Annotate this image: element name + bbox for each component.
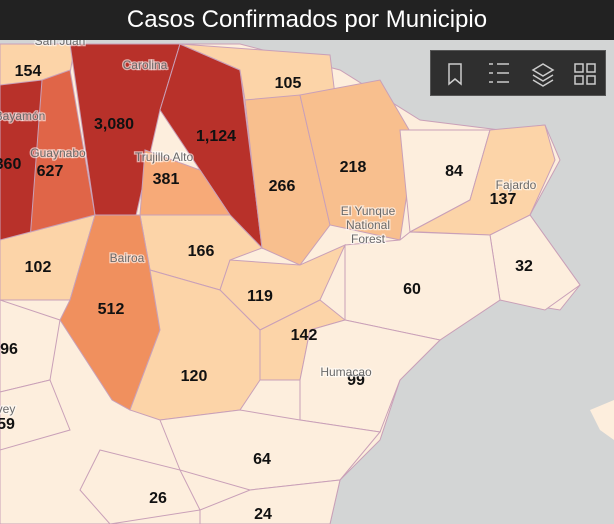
place-label: Carolina <box>123 58 168 72</box>
case-count: 512 <box>98 301 125 318</box>
case-count: 60 <box>403 281 421 298</box>
case-count: 102 <box>25 259 52 276</box>
bookmark-icon[interactable] <box>448 63 462 86</box>
place-label: Forest <box>351 232 386 246</box>
place-label: Guaynabo <box>30 146 86 160</box>
case-count: 142 <box>291 327 318 344</box>
case-count: 84 <box>445 163 463 180</box>
municipality <box>344 231 501 341</box>
case-count: 120 <box>181 368 208 385</box>
case-count: 154 <box>15 63 42 80</box>
case-count: 26 <box>149 490 167 507</box>
case-count: 64 <box>253 451 271 468</box>
case-count: 360 <box>0 156 21 173</box>
place-label: Bairoa <box>110 251 145 265</box>
municipality <box>159 409 381 491</box>
municipality <box>299 319 442 433</box>
case-count: 96 <box>0 341 18 358</box>
place-label: El Yunque <box>341 204 396 218</box>
municipality <box>199 479 341 524</box>
municipality <box>0 379 71 451</box>
place-label: Humacao <box>320 365 372 379</box>
case-count: 3,080 <box>94 116 134 133</box>
place-label: vey <box>0 402 15 416</box>
layers-icon[interactable] <box>531 63 555 87</box>
case-count: 32 <box>515 258 533 275</box>
place-label: Fajardo <box>496 178 537 192</box>
case-count: 627 <box>37 163 64 180</box>
case-count: 99 <box>347 372 365 389</box>
case-count: 119 <box>247 288 273 305</box>
basemap-icon[interactable] <box>574 63 596 85</box>
legend-icon[interactable] <box>489 63 509 83</box>
municipality <box>79 449 201 524</box>
case-count: 218 <box>340 159 367 176</box>
place-label: Bayamón <box>0 109 45 123</box>
title: Casos Confirmados por Municipio <box>126 6 488 33</box>
case-count: 381 <box>153 171 180 188</box>
title-bar: Casos Confirmados por Municipio <box>0 0 614 40</box>
toolbar <box>430 50 606 96</box>
case-count: 1,124 <box>196 128 236 145</box>
case-count: 105 <box>275 75 302 92</box>
case-count: 59 <box>0 416 15 433</box>
case-count: 266 <box>269 178 296 195</box>
place-label: National <box>346 218 390 232</box>
toolbar-icons <box>448 63 596 87</box>
place-label: Trujillo Alto <box>135 150 194 164</box>
case-count: 166 <box>188 243 215 260</box>
case-count: 24 <box>254 506 272 523</box>
case-count: 137 <box>490 191 517 208</box>
islet <box>590 400 614 440</box>
